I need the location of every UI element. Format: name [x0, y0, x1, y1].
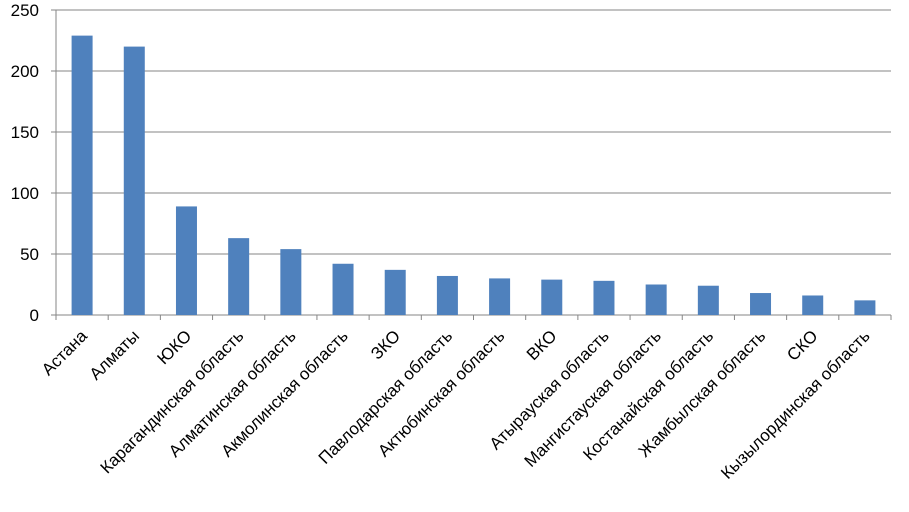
x-tick-label: ЮКО [154, 326, 196, 368]
bar [541, 279, 563, 315]
y-tick-label: 200 [11, 62, 39, 81]
bar [489, 278, 511, 315]
y-tick-label: 100 [11, 184, 39, 203]
bars [71, 35, 876, 316]
x-tick-label: Алматы [86, 326, 143, 383]
x-tick-label: СКО [783, 326, 821, 364]
bar [228, 238, 250, 315]
bar [802, 295, 824, 315]
bar [750, 293, 772, 315]
bar [436, 275, 458, 315]
bar [645, 284, 667, 315]
bar [854, 300, 876, 315]
bar [280, 249, 302, 315]
bar [175, 206, 197, 315]
y-tick-label: 50 [20, 245, 39, 264]
gridlines [56, 9, 891, 255]
x-tick-label: ВКО [523, 326, 561, 364]
x-tick-label: ЗКО [367, 326, 404, 363]
y-tick-label: 250 [11, 1, 39, 20]
y-tick-labels: 0 50 100 150 200 250 [11, 1, 39, 325]
bar [332, 263, 354, 315]
x-tick-label: Астана [38, 326, 91, 379]
y-tick-label: 0 [30, 306, 39, 325]
bar [384, 269, 406, 315]
bar [593, 280, 615, 315]
bar [123, 46, 145, 315]
y-tick-label: 150 [11, 123, 39, 142]
bar [697, 285, 719, 315]
bar [71, 35, 93, 316]
